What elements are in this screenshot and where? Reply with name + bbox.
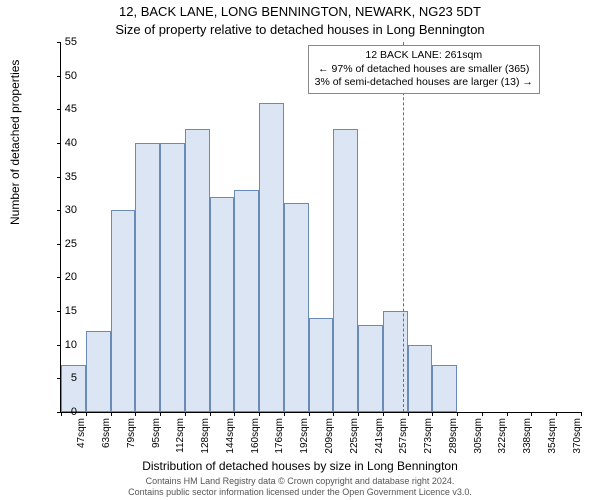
- xtick-mark: [210, 412, 211, 416]
- xtick-label: 95sqm: [151, 418, 162, 448]
- xtick-label: 305sqm: [473, 418, 484, 454]
- xtick-mark: [111, 412, 112, 416]
- histogram-bar: [309, 318, 334, 412]
- xtick-label: 289sqm: [448, 418, 459, 454]
- xtick-mark: [581, 412, 582, 416]
- footer-line2: Contains public sector information licen…: [128, 487, 472, 497]
- xtick-mark: [358, 412, 359, 416]
- xtick-label: 79sqm: [126, 418, 137, 448]
- xtick-label: 257sqm: [398, 418, 409, 454]
- xtick-mark: [556, 412, 557, 416]
- xtick-mark: [259, 412, 260, 416]
- histogram-bar: [432, 365, 457, 412]
- xtick-mark: [309, 412, 310, 416]
- xtick-label: 338sqm: [522, 418, 533, 454]
- xtick-mark: [408, 412, 409, 416]
- xtick-label: 370sqm: [572, 418, 583, 454]
- xtick-label: 144sqm: [225, 418, 236, 454]
- xtick-label: 354sqm: [547, 418, 558, 454]
- ytick-label: 20: [52, 271, 77, 283]
- histogram-bar: [408, 345, 433, 412]
- plot-area: 47sqm63sqm79sqm95sqm112sqm128sqm144sqm16…: [60, 42, 581, 413]
- callout-box: 12 BACK LANE: 261sqm ← 97% of detached ho…: [308, 45, 540, 94]
- x-axis-label: Distribution of detached houses by size …: [0, 459, 600, 473]
- xtick-mark: [482, 412, 483, 416]
- callout-line1: 12 BACK LANE: 261sqm: [365, 49, 482, 61]
- ytick-label: 35: [52, 171, 77, 183]
- histogram-bar: [185, 129, 210, 412]
- ytick-label: 30: [52, 204, 77, 216]
- y-axis-label: Number of detached properties: [8, 60, 22, 225]
- xtick-label: 176sqm: [274, 418, 285, 454]
- ytick-label: 0: [52, 406, 77, 418]
- xtick-mark: [333, 412, 334, 416]
- callout-line3: 3% of semi-detached houses are larger (1…: [315, 76, 533, 88]
- xtick-mark: [507, 412, 508, 416]
- xtick-label: 160sqm: [250, 418, 261, 454]
- ytick-label: 40: [52, 137, 77, 149]
- histogram-bar: [284, 203, 309, 412]
- xtick-label: 128sqm: [200, 418, 211, 454]
- xtick-label: 63sqm: [101, 418, 112, 448]
- histogram-bar: [383, 311, 408, 412]
- ytick-label: 25: [52, 238, 77, 250]
- xtick-mark: [234, 412, 235, 416]
- histogram-bar: [160, 143, 185, 412]
- xtick-mark: [284, 412, 285, 416]
- xtick-mark: [160, 412, 161, 416]
- title-subtitle: Size of property relative to detached ho…: [0, 22, 600, 37]
- ytick-label: 50: [52, 70, 77, 82]
- chart-container: 12, BACK LANE, LONG BENNINGTON, NEWARK, …: [0, 0, 600, 500]
- ytick-label: 15: [52, 305, 77, 317]
- xtick-mark: [185, 412, 186, 416]
- xtick-label: 273sqm: [423, 418, 434, 454]
- footer-line1: Contains HM Land Registry data © Crown c…: [146, 476, 455, 486]
- title-address: 12, BACK LANE, LONG BENNINGTON, NEWARK, …: [0, 4, 600, 19]
- footer-attribution: Contains HM Land Registry data © Crown c…: [0, 476, 600, 498]
- xtick-mark: [531, 412, 532, 416]
- histogram-bar: [210, 197, 235, 412]
- xtick-label: 47sqm: [76, 418, 87, 448]
- ytick-label: 10: [52, 339, 77, 351]
- histogram-bar: [259, 103, 284, 412]
- callout-line2: ← 97% of detached houses are smaller (36…: [318, 63, 529, 75]
- xtick-label: 225sqm: [349, 418, 360, 454]
- histogram-bar: [86, 331, 111, 412]
- xtick-label: 192sqm: [299, 418, 310, 454]
- histogram-bar: [358, 325, 383, 412]
- xtick-mark: [86, 412, 87, 416]
- histogram-bar: [111, 210, 136, 412]
- xtick-label: 112sqm: [175, 418, 186, 453]
- xtick-label: 241sqm: [374, 418, 385, 454]
- ytick-label: 5: [52, 372, 77, 384]
- histogram-bar: [135, 143, 160, 412]
- xtick-label: 322sqm: [497, 418, 508, 454]
- ytick-label: 45: [52, 103, 77, 115]
- xtick-mark: [457, 412, 458, 416]
- ytick-label: 55: [52, 36, 77, 48]
- xtick-mark: [432, 412, 433, 416]
- histogram-bar: [333, 129, 358, 412]
- xtick-label: 209sqm: [324, 418, 335, 454]
- reference-line: [403, 42, 404, 412]
- xtick-mark: [135, 412, 136, 416]
- xtick-mark: [383, 412, 384, 416]
- histogram-bar: [234, 190, 259, 412]
